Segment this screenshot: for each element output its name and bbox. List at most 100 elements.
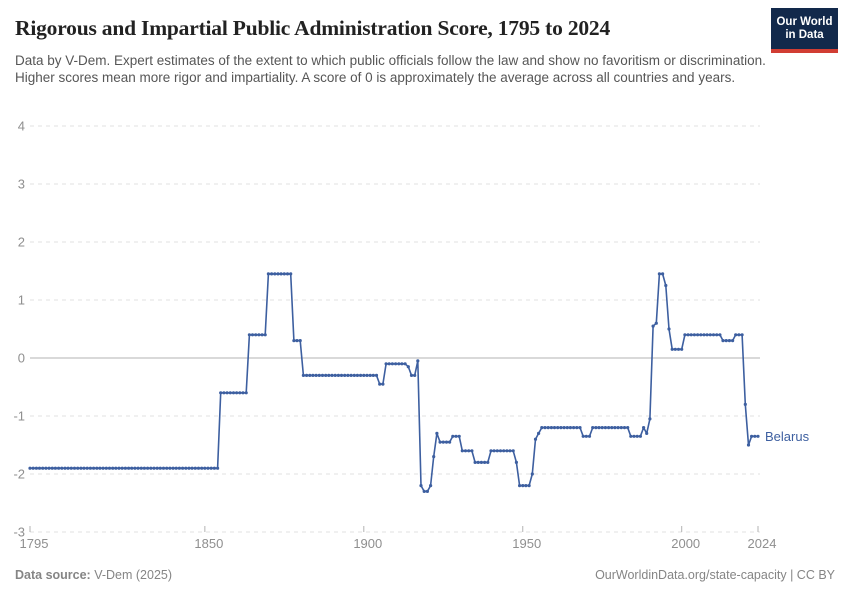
data-point[interactable] [495, 449, 499, 453]
data-point[interactable] [740, 333, 744, 337]
data-point[interactable] [31, 466, 35, 470]
data-point[interactable] [88, 466, 92, 470]
data-point[interactable] [514, 460, 519, 464]
data-point[interactable] [171, 466, 175, 470]
data-point[interactable] [336, 373, 340, 377]
data-point[interactable] [324, 373, 328, 377]
data-point[interactable] [381, 382, 385, 386]
data-point[interactable] [327, 373, 331, 377]
data-point[interactable] [657, 272, 662, 276]
data-point[interactable] [222, 391, 226, 395]
data-point[interactable] [368, 373, 372, 377]
data-point[interactable] [184, 466, 188, 470]
data-point[interactable] [705, 333, 709, 337]
data-point[interactable] [247, 333, 251, 337]
data-point[interactable] [635, 434, 639, 438]
data-point[interactable] [429, 484, 433, 488]
data-point[interactable] [454, 434, 458, 438]
data-point[interactable] [432, 455, 436, 459]
data-point[interactable] [734, 333, 738, 337]
data-point[interactable] [181, 466, 185, 470]
data-point[interactable] [673, 347, 677, 351]
data-point[interactable] [146, 466, 150, 470]
data-point[interactable] [390, 362, 394, 366]
data-point[interactable] [419, 484, 423, 488]
data-point[interactable] [343, 373, 347, 377]
data-point[interactable] [158, 466, 162, 470]
data-point[interactable] [565, 426, 569, 430]
data-point[interactable] [438, 440, 442, 444]
data-point[interactable] [508, 449, 512, 453]
data-point[interactable] [212, 466, 216, 470]
data-point[interactable] [600, 426, 604, 430]
data-point[interactable] [346, 373, 350, 377]
owid-logo[interactable]: Our World in Data [771, 8, 838, 53]
data-point[interactable] [155, 466, 159, 470]
data-point[interactable] [546, 426, 550, 430]
data-point[interactable] [63, 466, 67, 470]
data-point[interactable] [743, 402, 747, 406]
data-point[interactable] [578, 426, 582, 430]
data-point[interactable] [457, 434, 461, 438]
data-point[interactable] [266, 272, 270, 276]
data-point[interactable] [664, 283, 668, 288]
data-point[interactable] [117, 466, 121, 470]
data-point[interactable] [492, 449, 496, 453]
data-point[interactable] [371, 373, 375, 377]
data-point[interactable] [378, 382, 382, 386]
data-point[interactable] [50, 466, 54, 470]
data-point[interactable] [498, 449, 503, 453]
data-point[interactable] [47, 466, 51, 470]
data-point[interactable] [702, 333, 706, 337]
data-point[interactable] [737, 333, 741, 337]
data-point[interactable] [330, 373, 334, 377]
entity-label[interactable]: Belarus [765, 429, 810, 444]
data-point-markers[interactable] [28, 272, 760, 493]
data-point[interactable] [72, 466, 77, 470]
data-point[interactable] [486, 460, 490, 464]
data-point[interactable] [409, 373, 414, 377]
data-point[interactable] [400, 362, 404, 366]
data-point[interactable] [190, 466, 194, 470]
data-line[interactable] [29, 273, 759, 493]
data-point[interactable] [676, 347, 681, 351]
data-point[interactable] [104, 466, 108, 470]
data-point[interactable] [339, 373, 344, 377]
data-point[interactable] [581, 434, 585, 438]
data-point[interactable] [568, 426, 573, 430]
data-point[interactable] [165, 466, 169, 470]
data-point[interactable] [254, 333, 258, 337]
data-point[interactable] [228, 391, 232, 395]
data-point[interactable] [552, 426, 557, 430]
data-point[interactable] [397, 362, 401, 366]
data-point[interactable] [60, 466, 64, 470]
data-point[interactable] [587, 434, 592, 438]
data-point[interactable] [448, 440, 452, 444]
data-point[interactable] [101, 466, 105, 470]
data-point[interactable] [238, 391, 242, 395]
data-point[interactable] [142, 466, 146, 470]
data-point[interactable] [384, 362, 388, 366]
data-point[interactable] [746, 443, 751, 447]
data-point[interactable] [724, 339, 728, 343]
data-point[interactable] [92, 466, 96, 470]
data-point[interactable] [174, 466, 178, 470]
data-point[interactable] [562, 426, 566, 430]
data-point[interactable] [683, 333, 687, 337]
data-point[interactable] [273, 272, 277, 276]
data-point[interactable] [349, 373, 353, 377]
data-point[interactable] [314, 373, 318, 377]
data-point[interactable] [196, 466, 201, 470]
data-point[interactable] [289, 272, 293, 276]
data-point[interactable] [394, 362, 398, 366]
data-point[interactable] [613, 426, 617, 430]
data-point[interactable] [365, 373, 369, 377]
data-point[interactable] [473, 460, 477, 464]
data-point[interactable] [648, 417, 652, 421]
data-point[interactable] [753, 434, 757, 438]
data-point[interactable] [575, 426, 579, 430]
data-point[interactable] [241, 391, 245, 395]
data-point[interactable] [425, 489, 429, 493]
data-point[interactable] [76, 466, 80, 470]
data-point[interactable] [467, 449, 471, 453]
